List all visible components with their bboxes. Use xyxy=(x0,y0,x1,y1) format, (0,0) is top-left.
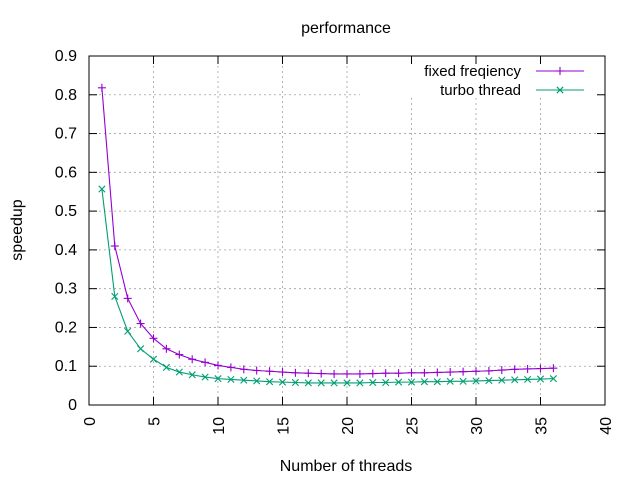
data-point xyxy=(124,327,132,335)
legend-label: fixed freqiency xyxy=(424,63,521,80)
data-point xyxy=(459,377,467,385)
data-point xyxy=(304,379,312,387)
data-point xyxy=(433,378,441,386)
series-2 xyxy=(98,185,557,387)
legend: fixed freqiency turbo thread xyxy=(424,63,584,99)
data-point xyxy=(137,345,145,353)
x-tick-label: 35 xyxy=(534,417,551,435)
x-tick-label: 15 xyxy=(276,417,293,435)
data-point xyxy=(369,378,377,387)
axis-ticks: 0 0.1 0.2 0.3 0.4 0.5 0.6 0.7 0.8 0.9 0 5 10 15 20 25 30… xyxy=(55,48,615,435)
data-point xyxy=(240,376,248,384)
x-axis-title: Number of threads xyxy=(280,458,413,475)
data-point xyxy=(214,375,222,383)
data-point xyxy=(524,375,532,383)
y-tick-label: 0.1 xyxy=(55,358,77,375)
y-tick-label: 0 xyxy=(68,397,77,414)
x-tick-label: 20 xyxy=(340,417,357,435)
y-tick-label: 0.6 xyxy=(55,164,77,181)
data-point xyxy=(278,378,287,386)
data-point xyxy=(356,379,364,387)
data-point xyxy=(291,378,299,387)
y-tick-label: 0.2 xyxy=(55,319,77,336)
legend-label: turbo thread xyxy=(440,82,521,99)
data-point xyxy=(511,376,519,384)
series-layer xyxy=(97,83,558,387)
series-line xyxy=(101,87,554,375)
data-point xyxy=(446,377,454,385)
data-point xyxy=(266,378,274,386)
data-point xyxy=(201,373,209,381)
series-line xyxy=(101,188,554,384)
data-point xyxy=(98,185,106,193)
chart-title: performance xyxy=(301,20,391,37)
data-point xyxy=(549,375,557,383)
data-point xyxy=(472,377,480,385)
data-point xyxy=(317,379,325,387)
y-tick-label: 0.9 xyxy=(55,48,77,65)
x-tick-label: 25 xyxy=(405,417,422,435)
x-tick-label: 30 xyxy=(469,417,486,435)
x-tick-label: 5 xyxy=(147,417,164,426)
y-tick-label: 0.5 xyxy=(55,203,77,220)
data-point xyxy=(330,379,338,387)
y-tick-label: 0.3 xyxy=(55,281,77,298)
data-point xyxy=(536,375,545,383)
legend-item: fixed freqiency xyxy=(424,63,584,80)
series-1 xyxy=(97,83,558,378)
data-point xyxy=(111,292,119,301)
data-point xyxy=(382,378,390,387)
y-axis-title: speedup xyxy=(9,199,26,260)
x-tick-label: 40 xyxy=(598,417,615,435)
data-point xyxy=(556,86,564,94)
data-point xyxy=(253,377,261,385)
legend-item: turbo thread xyxy=(440,82,584,99)
data-point xyxy=(149,355,158,363)
data-point xyxy=(420,378,428,386)
data-point xyxy=(485,376,493,385)
data-point xyxy=(162,363,170,371)
y-tick-label: 0.8 xyxy=(55,87,77,104)
data-point xyxy=(407,378,416,386)
data-point xyxy=(343,379,351,387)
grid xyxy=(89,56,605,405)
y-tick-label: 0.7 xyxy=(55,126,77,143)
data-point xyxy=(498,376,506,384)
data-point xyxy=(395,378,403,386)
x-tick-label: 0 xyxy=(82,417,99,426)
x-tick-label: 10 xyxy=(211,417,228,435)
y-tick-label: 0.4 xyxy=(55,242,77,259)
data-point xyxy=(188,371,196,379)
data-point xyxy=(175,368,183,376)
data-point xyxy=(227,375,235,383)
